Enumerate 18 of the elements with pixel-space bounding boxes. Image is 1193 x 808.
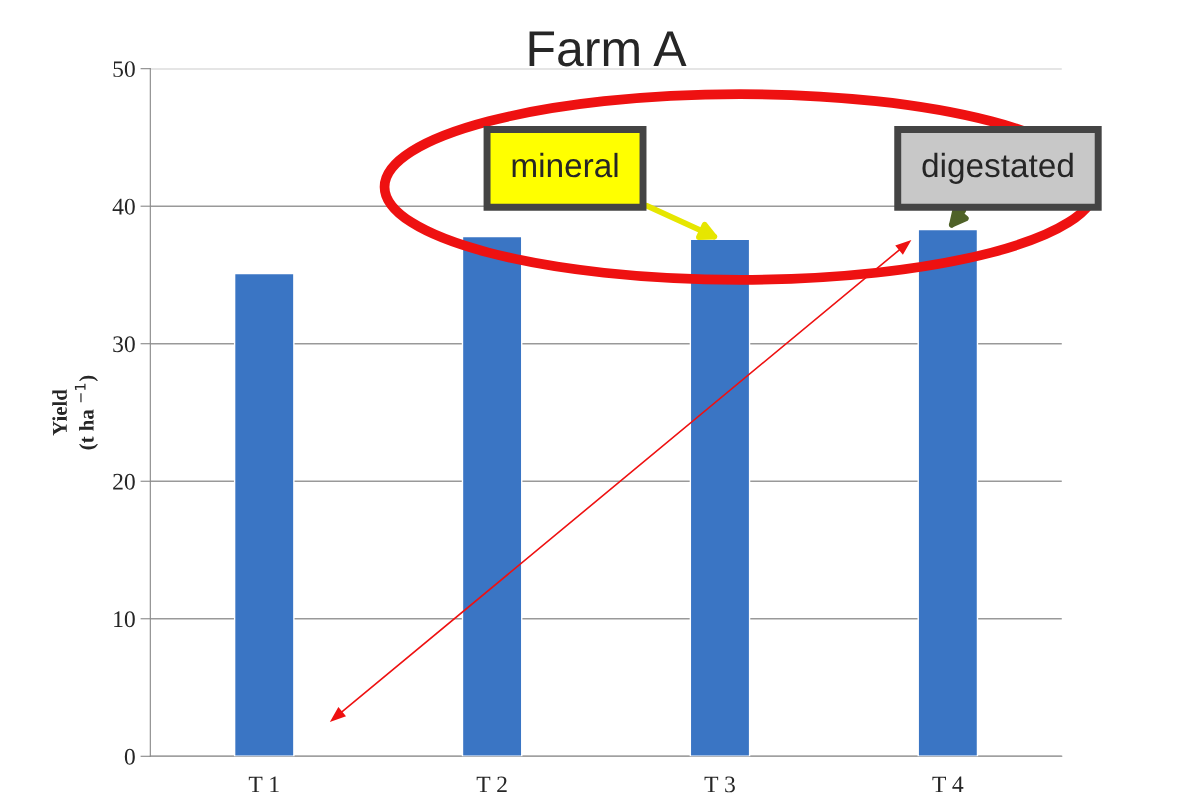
- bar: [461, 235, 523, 757]
- annotation: mineral: [512, 152, 618, 178]
- bar: [233, 272, 295, 757]
- chart-title: Farm A: [529, 31, 687, 67]
- x-tick-label: T 3: [704, 776, 735, 793]
- bar: [917, 228, 979, 757]
- x-tick-label: T 1: [248, 776, 279, 793]
- y-tick-label: 20: [113, 473, 135, 490]
- y-tick-label: 0: [124, 748, 135, 765]
- x-tick-label: T 2: [476, 776, 507, 793]
- bar: [689, 238, 751, 757]
- y-axis-title: Yield (t ha $^{−1}$): [52, 375, 98, 450]
- y-tick-label: 40: [112, 198, 135, 215]
- annotation: digestated: [922, 152, 1073, 184]
- y-tick-label: 30: [113, 336, 135, 353]
- y-tick-label: 50: [113, 61, 135, 78]
- x-tick-label: T 4: [932, 776, 964, 793]
- y-tick-label: 10: [114, 611, 135, 628]
